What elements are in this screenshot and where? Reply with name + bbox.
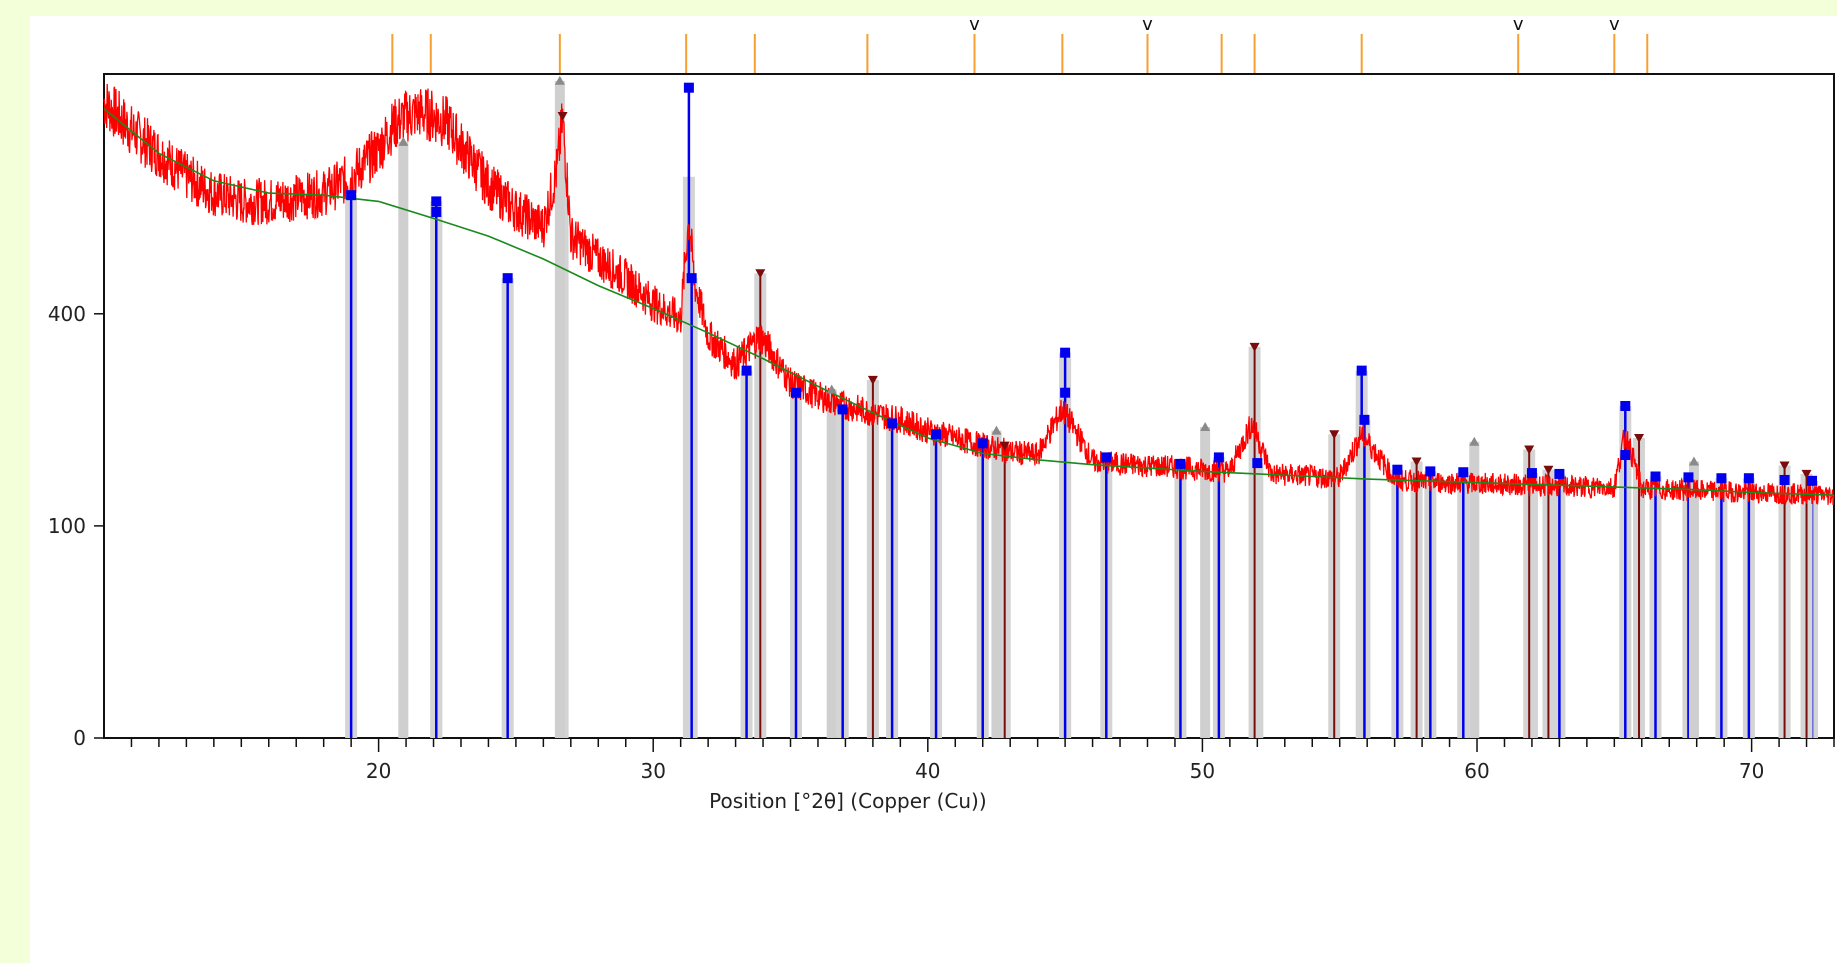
phase-marker-square bbox=[1392, 464, 1403, 475]
phase-marker-square bbox=[887, 418, 898, 429]
phase-marker-triangle-down bbox=[1543, 465, 1554, 475]
background-fit-line bbox=[103, 108, 1835, 496]
phase-marker-square bbox=[1213, 452, 1224, 463]
reference-flag: v bbox=[969, 16, 980, 35]
phase-marker-triangle-up bbox=[826, 384, 837, 394]
phase-marker-triangle-up bbox=[991, 425, 1002, 435]
phase-marker-square bbox=[1526, 468, 1537, 479]
phase-band bbox=[1200, 426, 1211, 738]
phase-marker-square bbox=[1650, 471, 1661, 482]
phase-marker-square bbox=[791, 387, 801, 398]
phase-marker-square bbox=[931, 429, 942, 440]
chart-panel: v v v v 20 30 40 50 60 70 0 100 400 Position [°2θ] … bbox=[30, 16, 1837, 963]
xrd-chart: v v v v 20 30 40 50 60 70 0 100 400 Position [°2θ] … bbox=[48, 16, 1835, 813]
phase-marker-square bbox=[1060, 387, 1071, 398]
phase-marker-square bbox=[1101, 452, 1112, 463]
phase-marker-triangle-down bbox=[1779, 461, 1790, 471]
phase-marker-square bbox=[837, 404, 848, 415]
phase-marker-square bbox=[1458, 467, 1469, 478]
phase-marker-square bbox=[686, 273, 697, 284]
phase-marker-square bbox=[977, 438, 988, 449]
y-tick-label: 0 bbox=[73, 726, 86, 750]
phase-marker-square bbox=[1060, 347, 1071, 358]
phase-band bbox=[991, 430, 1002, 738]
phase-marker-square bbox=[1175, 458, 1186, 469]
x-tick-label: 40 bbox=[915, 759, 940, 783]
phase-marker-triangle-down bbox=[557, 111, 568, 121]
reference-flag: v bbox=[1513, 16, 1524, 35]
phase-marker-triangle-down bbox=[755, 269, 766, 279]
x-axis-title: Position [°2θ] (Copper (Cu)) bbox=[709, 789, 986, 813]
y-tick-label: 100 bbox=[48, 514, 86, 538]
axes: 20 30 40 50 60 70 0 100 400 bbox=[48, 302, 1835, 783]
x-tick-label: 50 bbox=[1190, 759, 1215, 783]
reference-flag: v bbox=[1142, 16, 1153, 35]
phase-marker-square bbox=[1425, 466, 1436, 477]
phase-marker-square bbox=[1359, 414, 1370, 425]
observed-pattern-line bbox=[103, 83, 1835, 506]
phase-marker-triangle-up bbox=[1688, 456, 1699, 466]
phase-marker-triangle-up bbox=[1200, 421, 1211, 431]
phase-marker-square bbox=[1683, 472, 1694, 483]
phase-marker-triangle-up bbox=[398, 136, 409, 146]
x-tick-label: 20 bbox=[366, 759, 391, 783]
phase-marker-triangle-down bbox=[1801, 469, 1812, 479]
phase-marker-triangle-up bbox=[1469, 436, 1480, 446]
phase-marker-triangle-down bbox=[1524, 445, 1535, 455]
phase-marker-triangle-down bbox=[867, 375, 878, 385]
phase-marker-square bbox=[1620, 450, 1631, 461]
phase-marker-triangle-down bbox=[1249, 342, 1260, 352]
phase-marker-triangle-down bbox=[1634, 434, 1645, 444]
phase-marker-square bbox=[1620, 401, 1631, 411]
x-tick-label: 30 bbox=[640, 759, 665, 783]
phase-marker-square bbox=[1779, 474, 1790, 485]
phase-marker-triangle-down bbox=[1329, 430, 1340, 440]
phase-marker-square bbox=[741, 365, 752, 376]
phase-marker-square bbox=[1554, 468, 1565, 479]
phase-marker-square bbox=[502, 273, 513, 284]
phase-marker-square bbox=[1743, 473, 1754, 484]
phase-bars bbox=[345, 80, 1819, 739]
phase-band bbox=[398, 141, 409, 738]
phase-marker-triangle-down bbox=[1411, 457, 1422, 467]
phase-band bbox=[1688, 461, 1699, 738]
y-tick-label: 400 bbox=[48, 302, 86, 326]
x-tick-label: 60 bbox=[1464, 759, 1489, 783]
series-layer bbox=[103, 83, 1835, 506]
phase-marker-square bbox=[431, 196, 442, 207]
phase-marker-square bbox=[1356, 365, 1367, 376]
phase-band bbox=[554, 80, 565, 739]
phase-marker-triangle-up bbox=[554, 75, 565, 85]
x-tick-label: 70 bbox=[1739, 759, 1764, 783]
phase-marker-square bbox=[1807, 475, 1818, 486]
reference-flag: v bbox=[1609, 16, 1620, 35]
phase-marker-square bbox=[683, 82, 694, 93]
phase-band bbox=[1469, 441, 1480, 738]
phase-marker-square bbox=[346, 190, 357, 201]
phase-band bbox=[826, 389, 837, 738]
phase-markers bbox=[346, 75, 1818, 486]
phase-marker-square bbox=[1716, 473, 1727, 484]
phase-marker-triangle-down bbox=[999, 441, 1010, 451]
phase-marker-square bbox=[431, 206, 442, 217]
phase-marker-square bbox=[1252, 458, 1263, 469]
